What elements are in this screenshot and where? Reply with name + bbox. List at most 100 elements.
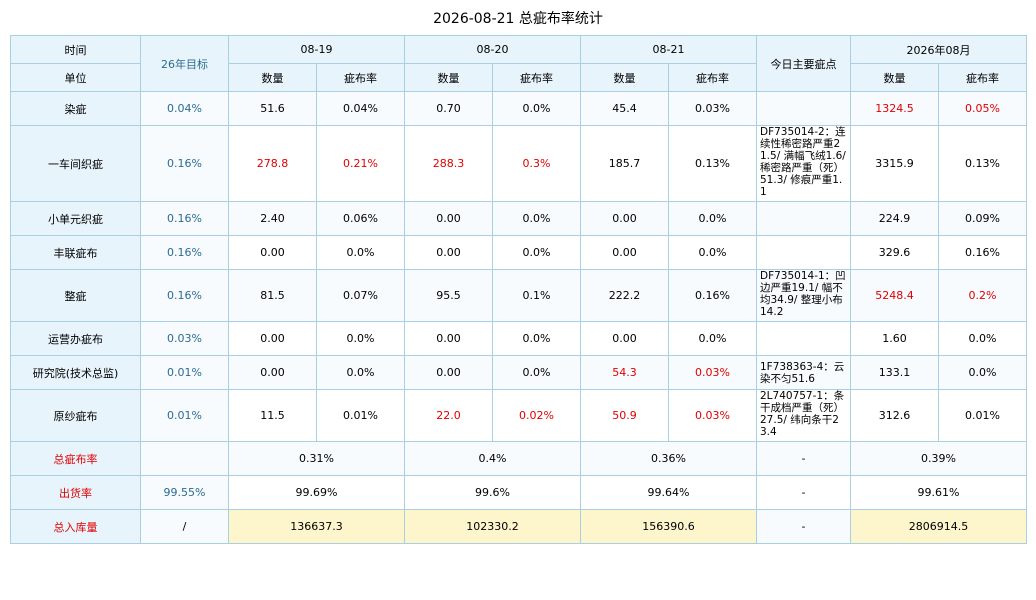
cell-month: 2806914.5: [850, 509, 1027, 544]
cell-d3-rate: 0.03%: [668, 355, 757, 390]
cell-d3-qty: 45.4: [580, 91, 669, 126]
cell-d2-rate: 0.0%: [492, 355, 581, 390]
cell-d2-qty: 95.5: [404, 269, 493, 322]
cell-d1-rate: 0.0%: [316, 355, 405, 390]
cell-d3-qty: 0.00: [580, 235, 669, 270]
header-date-2: 08-20: [404, 35, 581, 64]
table-row: 原纱疵布 0.01% 11.5 0.01% 22.0 0.02% 50.9 0.…: [10, 389, 1027, 442]
header-unit: 单位: [10, 63, 141, 92]
cell-d3: 156390.6: [580, 509, 757, 544]
row-target: 0.16%: [140, 201, 229, 236]
cell-note: -: [756, 475, 851, 510]
header-qty: 数量: [404, 63, 493, 92]
cell-d1-rate: 0.21%: [316, 125, 405, 202]
row-label: 总入库量: [10, 509, 141, 544]
row-label: 丰联疵布: [10, 235, 141, 270]
cell-d3-qty: 222.2: [580, 269, 669, 322]
row-label: 运营办疵布: [10, 321, 141, 356]
header-month: 2026年08月: [850, 35, 1027, 64]
row-target: 99.55%: [140, 475, 229, 510]
row-label: 整疵: [10, 269, 141, 322]
cell-d2-qty: 0.00: [404, 235, 493, 270]
cell-d1-qty: 11.5: [228, 389, 317, 442]
table-row: 整疵 0.16% 81.5 0.07% 95.5 0.1% 222.2 0.16…: [10, 269, 1027, 322]
cell-d2-rate: 0.3%: [492, 125, 581, 202]
header-rate: 疵布率: [668, 63, 757, 92]
cell-note: [756, 321, 851, 356]
cell-d2-rate: 0.02%: [492, 389, 581, 442]
cell-d3-rate: 0.13%: [668, 125, 757, 202]
cell-d3-rate: 0.16%: [668, 269, 757, 322]
cell-d2-rate: 0.0%: [492, 321, 581, 356]
cell-month: 0.39%: [850, 441, 1027, 476]
cell-d1-qty: 278.8: [228, 125, 317, 202]
cell-d2: 0.4%: [404, 441, 581, 476]
cell-note: 1F738363-4：云染不匀51.6: [756, 355, 851, 390]
cell-month-qty: 224.9: [850, 201, 939, 236]
cell-d2-rate: 0.0%: [492, 91, 581, 126]
cell-month-rate: 0.09%: [938, 201, 1027, 236]
cell-d1-rate: 0.04%: [316, 91, 405, 126]
cell-note: [756, 235, 851, 270]
header-qty: 数量: [228, 63, 317, 92]
cell-d3-qty: 0.00: [580, 201, 669, 236]
cell-d1-rate: 0.06%: [316, 201, 405, 236]
cell-d3-rate: 0.03%: [668, 91, 757, 126]
row-target: 0.03%: [140, 321, 229, 356]
cell-d2-qty: 22.0: [404, 389, 493, 442]
row-label: 出货率: [10, 475, 141, 510]
header-target: 26年目标: [140, 35, 229, 92]
cell-month-qty: 1324.5: [850, 91, 939, 126]
row-label: 一车间织疵: [10, 125, 141, 202]
cell-d1-qty: 0.00: [228, 235, 317, 270]
cell-d3-rate: 0.0%: [668, 235, 757, 270]
cell-d3-qty: 0.00: [580, 321, 669, 356]
row-target: /: [140, 509, 229, 544]
row-target: 0.01%: [140, 355, 229, 390]
cell-d1-rate: 0.07%: [316, 269, 405, 322]
cell-month-rate: 0.0%: [938, 355, 1027, 390]
page-title: 2026-08-21 总疵布率统计: [433, 11, 603, 27]
cell-month-rate: 0.16%: [938, 235, 1027, 270]
row-target: 0.04%: [140, 91, 229, 126]
header-date-1: 08-19: [228, 35, 405, 64]
cell-note: [756, 201, 851, 236]
header-date-3: 08-21: [580, 35, 757, 64]
cell-month-qty: 312.6: [850, 389, 939, 442]
cell-note: [756, 91, 851, 126]
cell-d3-rate: 0.0%: [668, 321, 757, 356]
cell-d1: 0.31%: [228, 441, 405, 476]
summary-row-ship-rate: 出货率 99.55% 99.69% 99.6% 99.64% - 99.61%: [10, 475, 1027, 510]
cell-d1-rate: 0.0%: [316, 321, 405, 356]
header-main-defects: 今日主要疵点: [756, 35, 851, 92]
cell-d3-rate: 0.03%: [668, 389, 757, 442]
cell-month-rate: 0.01%: [938, 389, 1027, 442]
header-rate: 疵布率: [492, 63, 581, 92]
table-row: 小单元织疵 0.16% 2.40 0.06% 0.00 0.0% 0.00 0.…: [10, 201, 1027, 236]
cell-d3: 99.64%: [580, 475, 757, 510]
cell-note: DF735014-1：凹边严重19.1/ 幅不均34.9/ 整理小布14.2: [756, 269, 851, 322]
cell-d1-qty: 0.00: [228, 355, 317, 390]
cell-d3-qty: 50.9: [580, 389, 669, 442]
header-qty: 数量: [850, 63, 939, 92]
row-label: 总疵布率: [10, 441, 141, 476]
cell-note: 2L740757-1：条干成档严重（死）27.5/ 纬向条干23.4: [756, 389, 851, 442]
row-label: 小单元织疵: [10, 201, 141, 236]
cell-d2-rate: 0.1%: [492, 269, 581, 322]
cell-d2-qty: 288.3: [404, 125, 493, 202]
cell-d2-qty: 0.00: [404, 321, 493, 356]
row-label: 原纱疵布: [10, 389, 141, 442]
row-label: 染疵: [10, 91, 141, 126]
cell-month-qty: 5248.4: [850, 269, 939, 322]
cell-d1-qty: 0.00: [228, 321, 317, 356]
row-target: [140, 441, 229, 476]
cell-month-qty: 329.6: [850, 235, 939, 270]
cell-note: DF735014-2：连续性稀密路严重21.5/ 满幅飞绒1.6/ 稀密路严重（…: [756, 125, 851, 202]
cell-month-qty: 3315.9: [850, 125, 939, 202]
table-row: 研究院(技术总监) 0.01% 0.00 0.0% 0.00 0.0% 54.3…: [10, 355, 1027, 390]
cell-d3-rate: 0.0%: [668, 201, 757, 236]
cell-note: -: [756, 441, 851, 476]
header-rate: 疵布率: [938, 63, 1027, 92]
cell-d1: 136637.3: [228, 509, 405, 544]
cell-month-qty: 1.60: [850, 321, 939, 356]
